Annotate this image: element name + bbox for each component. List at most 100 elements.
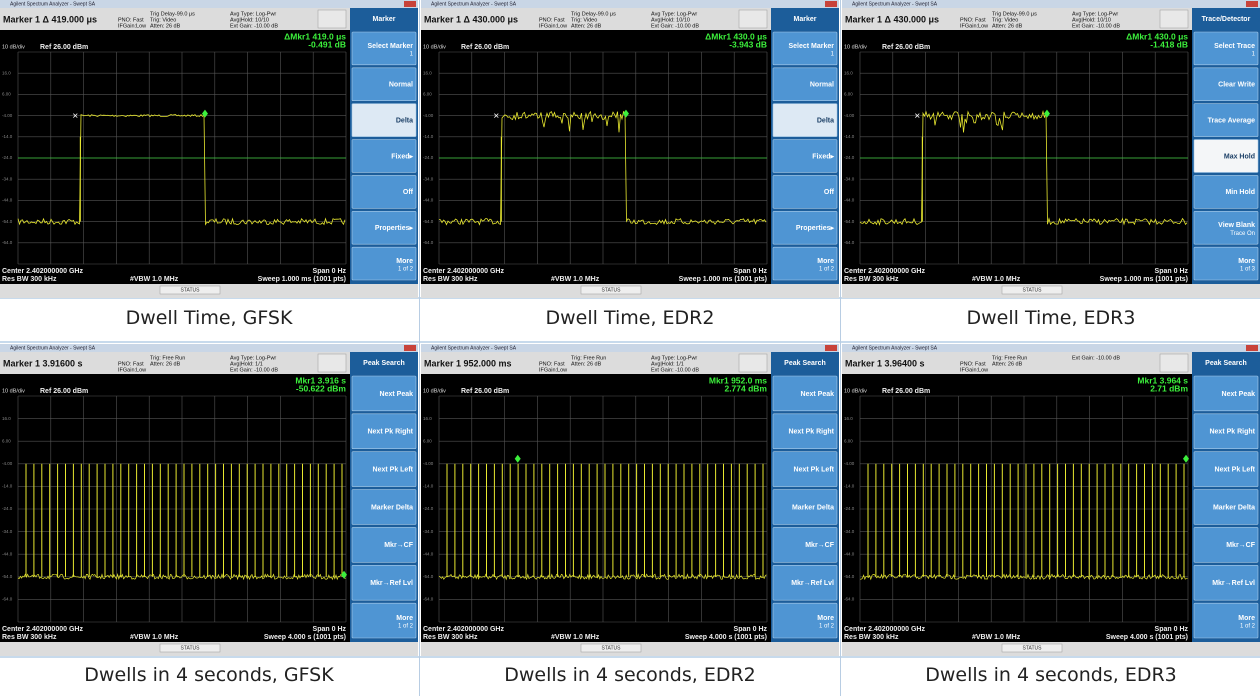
setting: IFGain:Low bbox=[539, 367, 567, 373]
scale: 10 dB/div bbox=[423, 44, 446, 50]
window-title: Agilent Spectrum Analyzer - Swept SA bbox=[10, 345, 96, 351]
analyzer-window: Agilent Spectrum Analyzer - Swept SAMark… bbox=[842, 344, 1260, 656]
status: STATUS bbox=[181, 645, 201, 651]
graticule-label: -44.0 bbox=[2, 198, 13, 203]
close-button bbox=[825, 345, 837, 351]
graticule-label: -54.0 bbox=[2, 574, 13, 579]
graticule-label: -64.0 bbox=[2, 240, 13, 245]
res-bw: Res BW 300 kHz bbox=[423, 276, 478, 283]
graticule-label: 16.0 bbox=[2, 416, 11, 421]
trace-indicator bbox=[1160, 354, 1188, 372]
graticule-label: 6.00 bbox=[844, 438, 853, 443]
setting: IFGain:Low bbox=[118, 23, 146, 29]
softkey-label: Mkr→CF bbox=[1226, 542, 1256, 549]
graticule-label: -4.00 bbox=[423, 113, 434, 118]
graph-area bbox=[421, 30, 771, 284]
caption: Dwell Time, EDR2 bbox=[421, 309, 839, 328]
softkey-label: Next Pk Left bbox=[373, 466, 414, 473]
graticule-label: -44.0 bbox=[844, 551, 855, 556]
readout: -3.943 dB bbox=[729, 39, 767, 49]
softkey-label: Next Pk Left bbox=[1215, 466, 1256, 473]
menu-title: Peak Search bbox=[363, 360, 405, 367]
center-freq: Center 2.402000000 GHz bbox=[2, 626, 83, 633]
softkey-label: Properties▸ bbox=[796, 225, 835, 232]
setting: Atten: 26 dB bbox=[992, 361, 1023, 367]
graticule-label: -34.0 bbox=[423, 529, 434, 534]
graticule-label: -64.0 bbox=[844, 597, 855, 602]
graph-area bbox=[421, 374, 771, 642]
sweep: Sweep 1.000 ms (1001 pts) bbox=[1100, 276, 1188, 283]
res-bw: Res BW 300 kHz bbox=[844, 276, 899, 283]
setting: IFGain:Low bbox=[960, 23, 988, 29]
softkey-label: Marker Delta bbox=[371, 504, 413, 511]
graticule-label: -34.0 bbox=[844, 529, 855, 534]
graticule-label: -24.0 bbox=[423, 155, 434, 160]
window-title: Agilent Spectrum Analyzer - Swept SA bbox=[10, 1, 96, 7]
analyzer-window: Agilent Spectrum Analyzer - Swept SAMark… bbox=[0, 0, 418, 298]
scale: 10 dB/div bbox=[2, 44, 25, 50]
softkey-label: Next Peak bbox=[380, 391, 414, 398]
graticule-label: -14.0 bbox=[423, 134, 434, 139]
marker-x: × bbox=[72, 111, 78, 122]
softkey-label: Mkr→Ref Lvl bbox=[370, 580, 413, 587]
softkey-label: Marker Delta bbox=[792, 504, 834, 511]
softkey-label: More bbox=[817, 615, 834, 622]
setting: IFGain:Low bbox=[118, 367, 146, 373]
sweep: Sweep 1.000 ms (1001 pts) bbox=[679, 276, 767, 283]
graticule-label: -14.0 bbox=[2, 134, 13, 139]
softkey-label: Next Pk Left bbox=[794, 466, 835, 473]
softkey-label: More bbox=[1238, 615, 1255, 622]
caption: Dwell Time, EDR3 bbox=[842, 309, 1260, 328]
graticule-label: -34.0 bbox=[2, 529, 13, 534]
readout: 2.71 dBm bbox=[1150, 383, 1188, 393]
setting: Atten: 26 dB bbox=[571, 23, 602, 29]
scale: 10 dB/div bbox=[844, 388, 867, 394]
marker-header: Marker 1 3.96400 s bbox=[845, 358, 925, 368]
menu-title: Trace/Detector bbox=[1202, 16, 1251, 23]
sweep: Sweep 4.000 s (1001 pts) bbox=[685, 634, 767, 641]
scale: 10 dB/div bbox=[844, 44, 867, 50]
span: Span 0 Hz bbox=[313, 268, 347, 275]
marker-header: Marker 1 Δ 430.000 μs bbox=[845, 14, 939, 24]
menu-title: Marker bbox=[794, 16, 817, 23]
setting: Ext Gain: -10.00 dB bbox=[230, 23, 278, 29]
vbw: #VBW 1.0 MHz bbox=[551, 276, 600, 283]
setting: IFGain:Low bbox=[960, 367, 988, 373]
softkey-label: Fixed▸ bbox=[812, 153, 834, 160]
span: Span 0 Hz bbox=[1155, 626, 1189, 633]
graticule-label: -14.0 bbox=[844, 134, 855, 139]
softkey-label: Min Hold bbox=[1225, 189, 1255, 196]
trace-indicator bbox=[318, 10, 346, 28]
setting: Atten: 26 dB bbox=[571, 361, 602, 367]
vbw: #VBW 1.0 MHz bbox=[972, 634, 1021, 641]
graticule-label: -4.00 bbox=[423, 461, 434, 466]
menu-title: Peak Search bbox=[784, 360, 826, 367]
graticule-label: -64.0 bbox=[844, 240, 855, 245]
softkey-label: Next Pk Right bbox=[788, 429, 834, 436]
setting: Ext Gain: -10.00 dB bbox=[651, 23, 699, 29]
status: STATUS bbox=[1023, 645, 1043, 651]
ref-level: Ref 26.00 dBm bbox=[882, 388, 930, 395]
graticule-label: -54.0 bbox=[844, 219, 855, 224]
trace-indicator bbox=[318, 354, 346, 372]
analyzer-window: Agilent Spectrum Analyzer - Swept SAMark… bbox=[421, 0, 839, 298]
window-title: Agilent Spectrum Analyzer - Swept SA bbox=[431, 345, 517, 351]
setting: Atten: 26 dB bbox=[150, 23, 181, 29]
graticule-label: 6.00 bbox=[2, 92, 11, 97]
setting: Ext Gain: -10.00 dB bbox=[1072, 23, 1120, 29]
graticule-label: 16.0 bbox=[844, 416, 853, 421]
graticule-label: 16.0 bbox=[2, 70, 11, 75]
graticule-label: 6.00 bbox=[844, 92, 853, 97]
softkey-label: Trace Average bbox=[1208, 117, 1255, 124]
graticule-label: 6.00 bbox=[423, 438, 432, 443]
softkey-label: Select Marker bbox=[788, 43, 834, 50]
softkey-label: Delta bbox=[817, 117, 834, 124]
analyzer-window: Agilent Spectrum Analyzer - Swept SAMark… bbox=[842, 0, 1260, 298]
trace-indicator bbox=[739, 10, 767, 28]
softkey-label: Normal bbox=[389, 82, 413, 89]
graticule-label: -54.0 bbox=[423, 574, 434, 579]
graticule-label: -54.0 bbox=[2, 219, 13, 224]
status: STATUS bbox=[602, 287, 622, 293]
softkey-label: More bbox=[817, 258, 834, 265]
softkey-label: Next Peak bbox=[801, 391, 835, 398]
